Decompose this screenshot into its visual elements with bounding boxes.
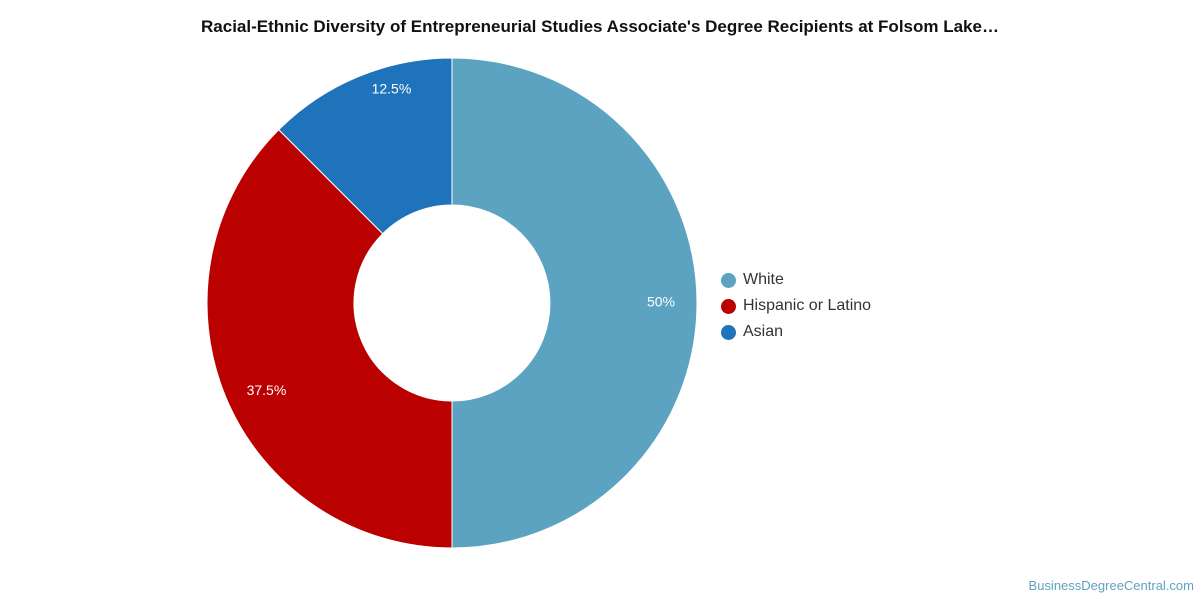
- chart-title: Racial-Ethnic Diversity of Entrepreneuri…: [201, 17, 999, 36]
- legend-label: Hispanic or Latino: [743, 297, 872, 314]
- legend: White Hispanic or Latino Asian: [721, 267, 871, 345]
- slice-hispanic-or-latino[interactable]: [206, 129, 453, 549]
- legend-swatch: [721, 324, 736, 340]
- legend-label: Asian: [743, 323, 784, 340]
- legend-item-hispanic-or-latino[interactable]: Hispanic or Latino: [721, 293, 871, 319]
- legend-item-white[interactable]: White: [721, 267, 871, 293]
- legend-swatch: [721, 272, 736, 288]
- legend-swatch: [721, 298, 736, 314]
- slice-asian[interactable]: [278, 57, 453, 235]
- slice-label-hispanic-or-latino: 37.5%: [247, 382, 287, 398]
- slice-label-white: 50%: [647, 294, 675, 310]
- watermark[interactable]: BusinessDegreeCentral.com: [1028, 578, 1194, 593]
- slice-label-asian: 12.5%: [372, 80, 412, 96]
- slice-white[interactable]: [451, 57, 698, 549]
- legend-label: White: [743, 271, 784, 288]
- legend-item-asian[interactable]: Asian: [721, 319, 871, 345]
